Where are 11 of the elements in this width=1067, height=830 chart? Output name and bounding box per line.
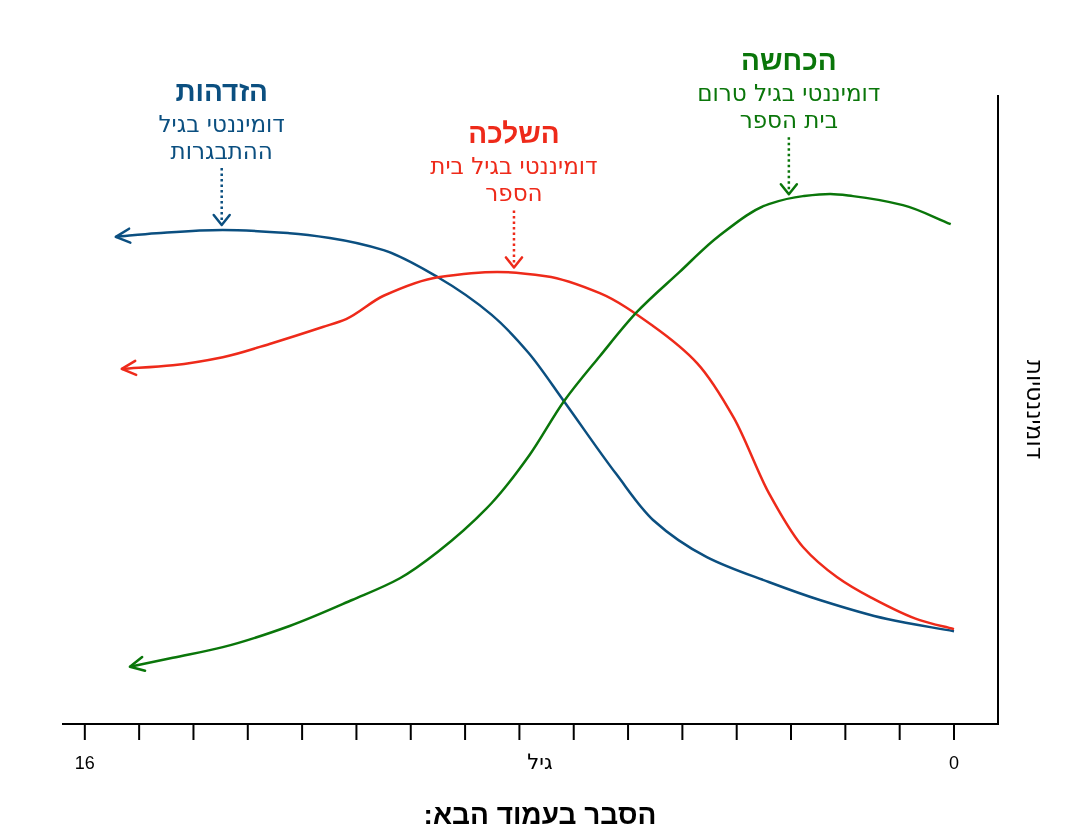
text: הסבר בעמוד הבא: xyxy=(423,799,657,830)
text: השלכה xyxy=(468,118,560,150)
text: הכחשה xyxy=(741,45,837,77)
x-axis-title: גיל xyxy=(527,750,553,774)
text: הזדהות xyxy=(175,76,269,108)
x-tick-label: 0 xyxy=(948,753,960,773)
annotation: דומיננטי בגיל בית הספר xyxy=(430,153,598,207)
annotation: דומיננטי בגיל טרום בית הספר xyxy=(697,80,881,134)
y-axis-title: דומיננטיות xyxy=(1022,359,1048,460)
annotation: דומיננטי בגיל ההתבגרות xyxy=(158,111,285,165)
x-tick-label: 16 xyxy=(74,753,95,773)
